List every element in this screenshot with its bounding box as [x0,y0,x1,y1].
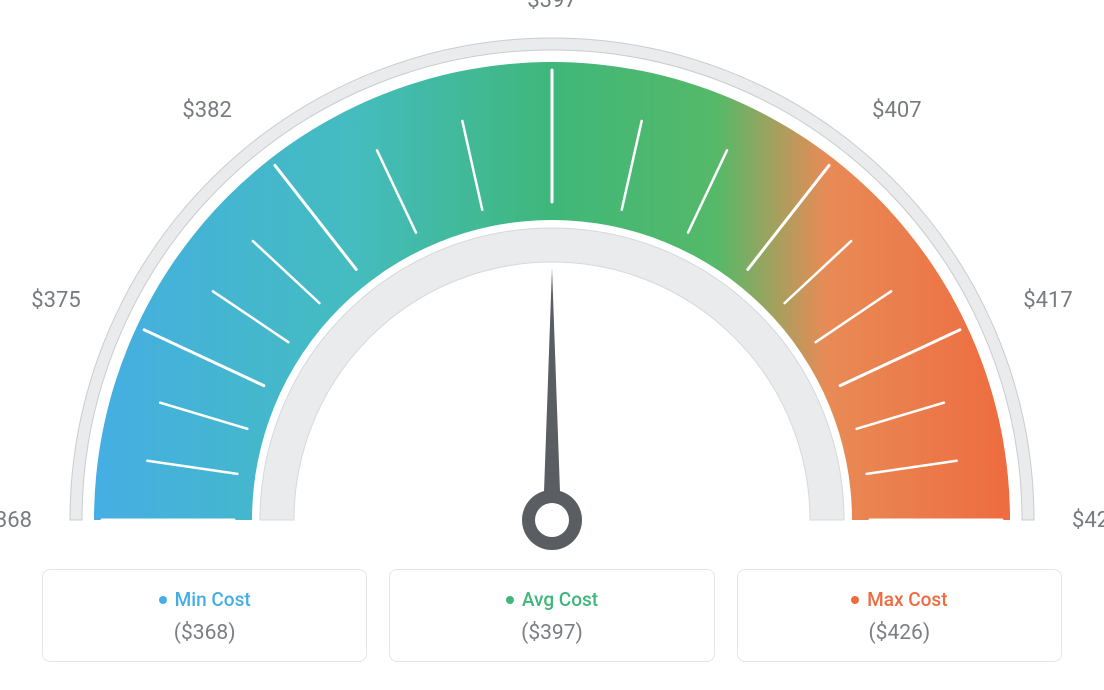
gauge-tick-label: $368 [0,508,32,533]
gauge-tick-label: $407 [872,98,921,123]
gauge-tick-label: $417 [1023,288,1072,313]
gauge-tick-label: $375 [21,288,81,313]
summary-cards: Min Cost ($368) Avg Cost ($397) Max Cost… [42,569,1062,662]
min-dot-icon [159,596,167,604]
gauge-tick-label: $382 [172,98,232,123]
max-cost-title: Max Cost [851,588,947,611]
avg-cost-title: Avg Cost [506,588,598,611]
min-cost-title: Min Cost [159,588,251,611]
avg-cost-value: ($397) [400,621,703,645]
min-cost-label: Min Cost [175,588,251,611]
gauge-tick-label: $397 [522,0,582,13]
gauge-svg [0,10,1104,570]
avg-cost-card: Avg Cost ($397) [389,569,714,662]
avg-dot-icon [506,596,514,604]
avg-cost-label: Avg Cost [522,588,598,611]
max-cost-card: Max Cost ($426) [737,569,1062,662]
min-cost-card: Min Cost ($368) [42,569,367,662]
max-cost-value: ($426) [748,621,1051,645]
gauge-tick-label: $426 [1072,508,1104,533]
max-dot-icon [851,596,859,604]
gauge-chart: $368 $375 $382 $397 $407 $417 $426 [0,0,1104,560]
min-cost-value: ($368) [53,621,356,645]
max-cost-label: Max Cost [867,588,947,611]
